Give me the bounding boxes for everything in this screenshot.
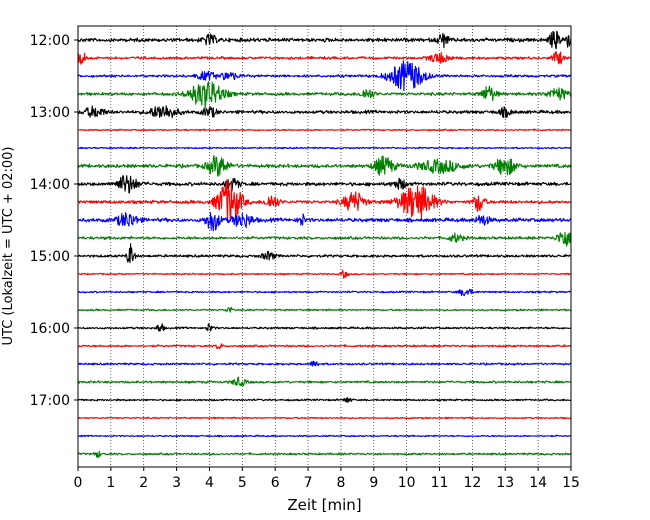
plot-frame [77, 25, 572, 468]
y-tick-label-5: 17:00 [30, 393, 70, 409]
y-axis-ticks: 12:00 13:00 14:00 15:00 16:00 17:00 [30, 33, 78, 409]
x-tick-label-12: 12 [463, 475, 481, 491]
trace-row-1215 [77, 51, 572, 65]
y-tick-label-4: 16:00 [30, 321, 70, 337]
x-tick-label-15: 15 [562, 475, 580, 491]
x-tick-label-9: 9 [369, 475, 378, 491]
trace-row-1615 [77, 343, 572, 350]
trace-row-1445 [77, 231, 572, 247]
trace-row-1300 [77, 105, 572, 119]
x-tick-label-6: 6 [271, 475, 280, 491]
trace-row-1715 [77, 416, 572, 420]
y-tick-label-0: 12:00 [30, 33, 70, 49]
trace-row-1645 [77, 376, 572, 387]
x-axis-label: Zeit [min] [287, 496, 361, 514]
y-tick-label-1: 13:00 [30, 105, 70, 121]
x-tick-label-10: 10 [398, 475, 416, 491]
x-tick-label-8: 8 [336, 475, 345, 491]
y-tick-label-3: 15:00 [30, 249, 70, 265]
trace-rows [77, 30, 572, 459]
trace-row-1745 [77, 450, 572, 459]
x-tick-label-1: 1 [106, 475, 115, 491]
x-tick-label-3: 3 [172, 475, 181, 491]
y-tick-label-2: 14:00 [30, 177, 70, 193]
x-tick-label-5: 5 [238, 475, 247, 491]
trace-row-1245 [77, 80, 572, 109]
trace-row-1315 [77, 128, 572, 132]
trace-row-1545 [77, 306, 572, 313]
x-tick-label-2: 2 [139, 475, 148, 491]
trace-row-1200 [77, 30, 572, 50]
trace-row-1330 [77, 146, 572, 150]
y-axis-label: UTC (Lokalzeit = UTC + 02:00) [1, 147, 16, 346]
trace-row-1730 [77, 434, 572, 438]
trace-row-1630 [77, 360, 572, 367]
x-tick-label-14: 14 [529, 475, 547, 491]
trace-row-1500 [77, 243, 572, 264]
x-tick-label-0: 0 [74, 475, 83, 491]
trace-row-1345 [77, 155, 572, 177]
x-tick-label-7: 7 [304, 475, 313, 491]
trace-row-1600 [77, 323, 572, 332]
trace-row-1515 [77, 269, 572, 279]
trace-row-1530 [77, 288, 572, 297]
x-tick-label-13: 13 [496, 475, 514, 491]
trace-row-1230 [77, 60, 572, 92]
x-axis-ticks: 0 1 2 3 4 5 6 7 8 9 10 11 12 13 14 15 [74, 467, 580, 491]
trace-row-1700 [77, 397, 572, 403]
trace-row-1430 [77, 212, 572, 232]
x-tick-label-11: 11 [431, 475, 449, 491]
trace-row-1400 [77, 175, 572, 194]
x-tick-label-4: 4 [205, 475, 214, 491]
trace-row-1415 [77, 179, 572, 223]
